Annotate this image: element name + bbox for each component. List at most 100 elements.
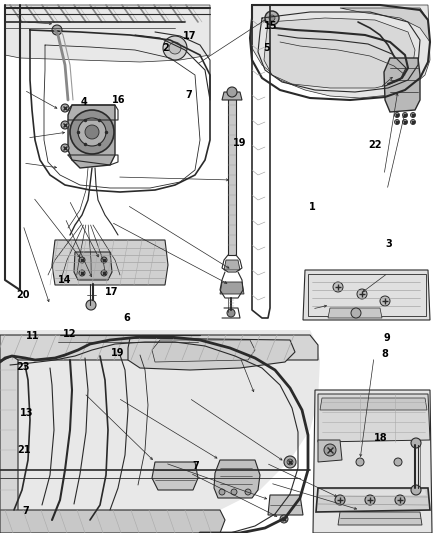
- Text: 8: 8: [381, 350, 388, 359]
- Circle shape: [411, 485, 421, 495]
- Text: 12: 12: [63, 329, 76, 338]
- Text: 5: 5: [263, 43, 270, 53]
- Circle shape: [265, 11, 279, 25]
- Circle shape: [395, 495, 405, 505]
- Circle shape: [403, 119, 407, 125]
- Circle shape: [61, 144, 69, 152]
- Polygon shape: [220, 282, 244, 294]
- Circle shape: [395, 119, 399, 125]
- Polygon shape: [68, 105, 115, 168]
- Circle shape: [227, 309, 235, 317]
- Circle shape: [395, 112, 399, 117]
- Text: 2: 2: [162, 43, 169, 53]
- Polygon shape: [0, 356, 18, 533]
- Circle shape: [227, 87, 237, 97]
- Circle shape: [85, 125, 99, 139]
- Circle shape: [403, 112, 407, 117]
- Text: 18: 18: [374, 433, 388, 443]
- Text: 11: 11: [26, 331, 39, 341]
- Circle shape: [169, 42, 181, 54]
- Text: 21: 21: [18, 446, 31, 455]
- Circle shape: [410, 119, 416, 125]
- Polygon shape: [58, 335, 200, 342]
- Text: 19: 19: [111, 348, 124, 358]
- Polygon shape: [303, 270, 430, 320]
- Polygon shape: [318, 394, 430, 442]
- Text: 3: 3: [385, 239, 392, 249]
- Circle shape: [101, 257, 107, 263]
- Polygon shape: [224, 260, 240, 270]
- Circle shape: [284, 456, 296, 468]
- Polygon shape: [316, 488, 430, 512]
- Text: 22: 22: [368, 140, 381, 150]
- Text: 19: 19: [233, 138, 247, 148]
- Polygon shape: [313, 390, 432, 533]
- Circle shape: [380, 296, 390, 306]
- Circle shape: [52, 25, 62, 35]
- Text: 7: 7: [186, 90, 193, 100]
- Circle shape: [79, 257, 85, 263]
- Circle shape: [324, 444, 336, 456]
- Circle shape: [61, 104, 69, 112]
- Circle shape: [245, 489, 251, 495]
- Circle shape: [365, 495, 375, 505]
- Polygon shape: [222, 92, 242, 100]
- Polygon shape: [318, 440, 342, 462]
- Polygon shape: [252, 5, 430, 98]
- Circle shape: [163, 36, 187, 60]
- Text: 23: 23: [16, 362, 29, 372]
- Polygon shape: [0, 335, 318, 360]
- Polygon shape: [384, 58, 420, 112]
- Text: 13: 13: [21, 408, 34, 418]
- Circle shape: [351, 308, 361, 318]
- Polygon shape: [152, 462, 198, 490]
- Circle shape: [410, 112, 416, 117]
- Circle shape: [86, 300, 96, 310]
- Circle shape: [333, 282, 343, 292]
- Polygon shape: [320, 398, 427, 410]
- Circle shape: [101, 270, 107, 276]
- Circle shape: [231, 489, 237, 495]
- Text: 7: 7: [22, 506, 29, 515]
- Circle shape: [280, 515, 288, 523]
- Bar: [308, 274, 426, 316]
- Circle shape: [70, 110, 114, 154]
- Polygon shape: [52, 240, 168, 285]
- Circle shape: [335, 495, 345, 505]
- Circle shape: [287, 459, 293, 465]
- Text: 16: 16: [112, 95, 125, 105]
- Polygon shape: [328, 308, 382, 318]
- Text: 17: 17: [105, 287, 118, 297]
- Circle shape: [61, 121, 69, 129]
- Polygon shape: [228, 98, 236, 255]
- Polygon shape: [152, 340, 255, 362]
- Polygon shape: [128, 338, 295, 370]
- Circle shape: [78, 118, 106, 146]
- Text: 1: 1: [308, 202, 315, 212]
- Circle shape: [357, 289, 367, 299]
- Polygon shape: [268, 495, 303, 515]
- Circle shape: [269, 15, 275, 21]
- Polygon shape: [338, 512, 422, 525]
- Text: 4: 4: [81, 98, 88, 107]
- Text: 15: 15: [264, 21, 277, 30]
- Text: 20: 20: [16, 290, 29, 300]
- Polygon shape: [264, 18, 415, 88]
- Text: 17: 17: [184, 31, 197, 41]
- Circle shape: [79, 270, 85, 276]
- Text: 6: 6: [124, 313, 131, 323]
- Polygon shape: [74, 252, 112, 280]
- Polygon shape: [340, 8, 430, 42]
- Polygon shape: [0, 510, 225, 533]
- Text: 9: 9: [384, 334, 391, 343]
- Circle shape: [356, 458, 364, 466]
- Text: 14: 14: [58, 275, 71, 285]
- Circle shape: [411, 438, 421, 448]
- Polygon shape: [319, 490, 426, 495]
- Polygon shape: [5, 5, 210, 62]
- Circle shape: [394, 458, 402, 466]
- Text: 7: 7: [193, 462, 200, 471]
- Polygon shape: [0, 330, 320, 530]
- Circle shape: [219, 489, 225, 495]
- Polygon shape: [214, 460, 260, 498]
